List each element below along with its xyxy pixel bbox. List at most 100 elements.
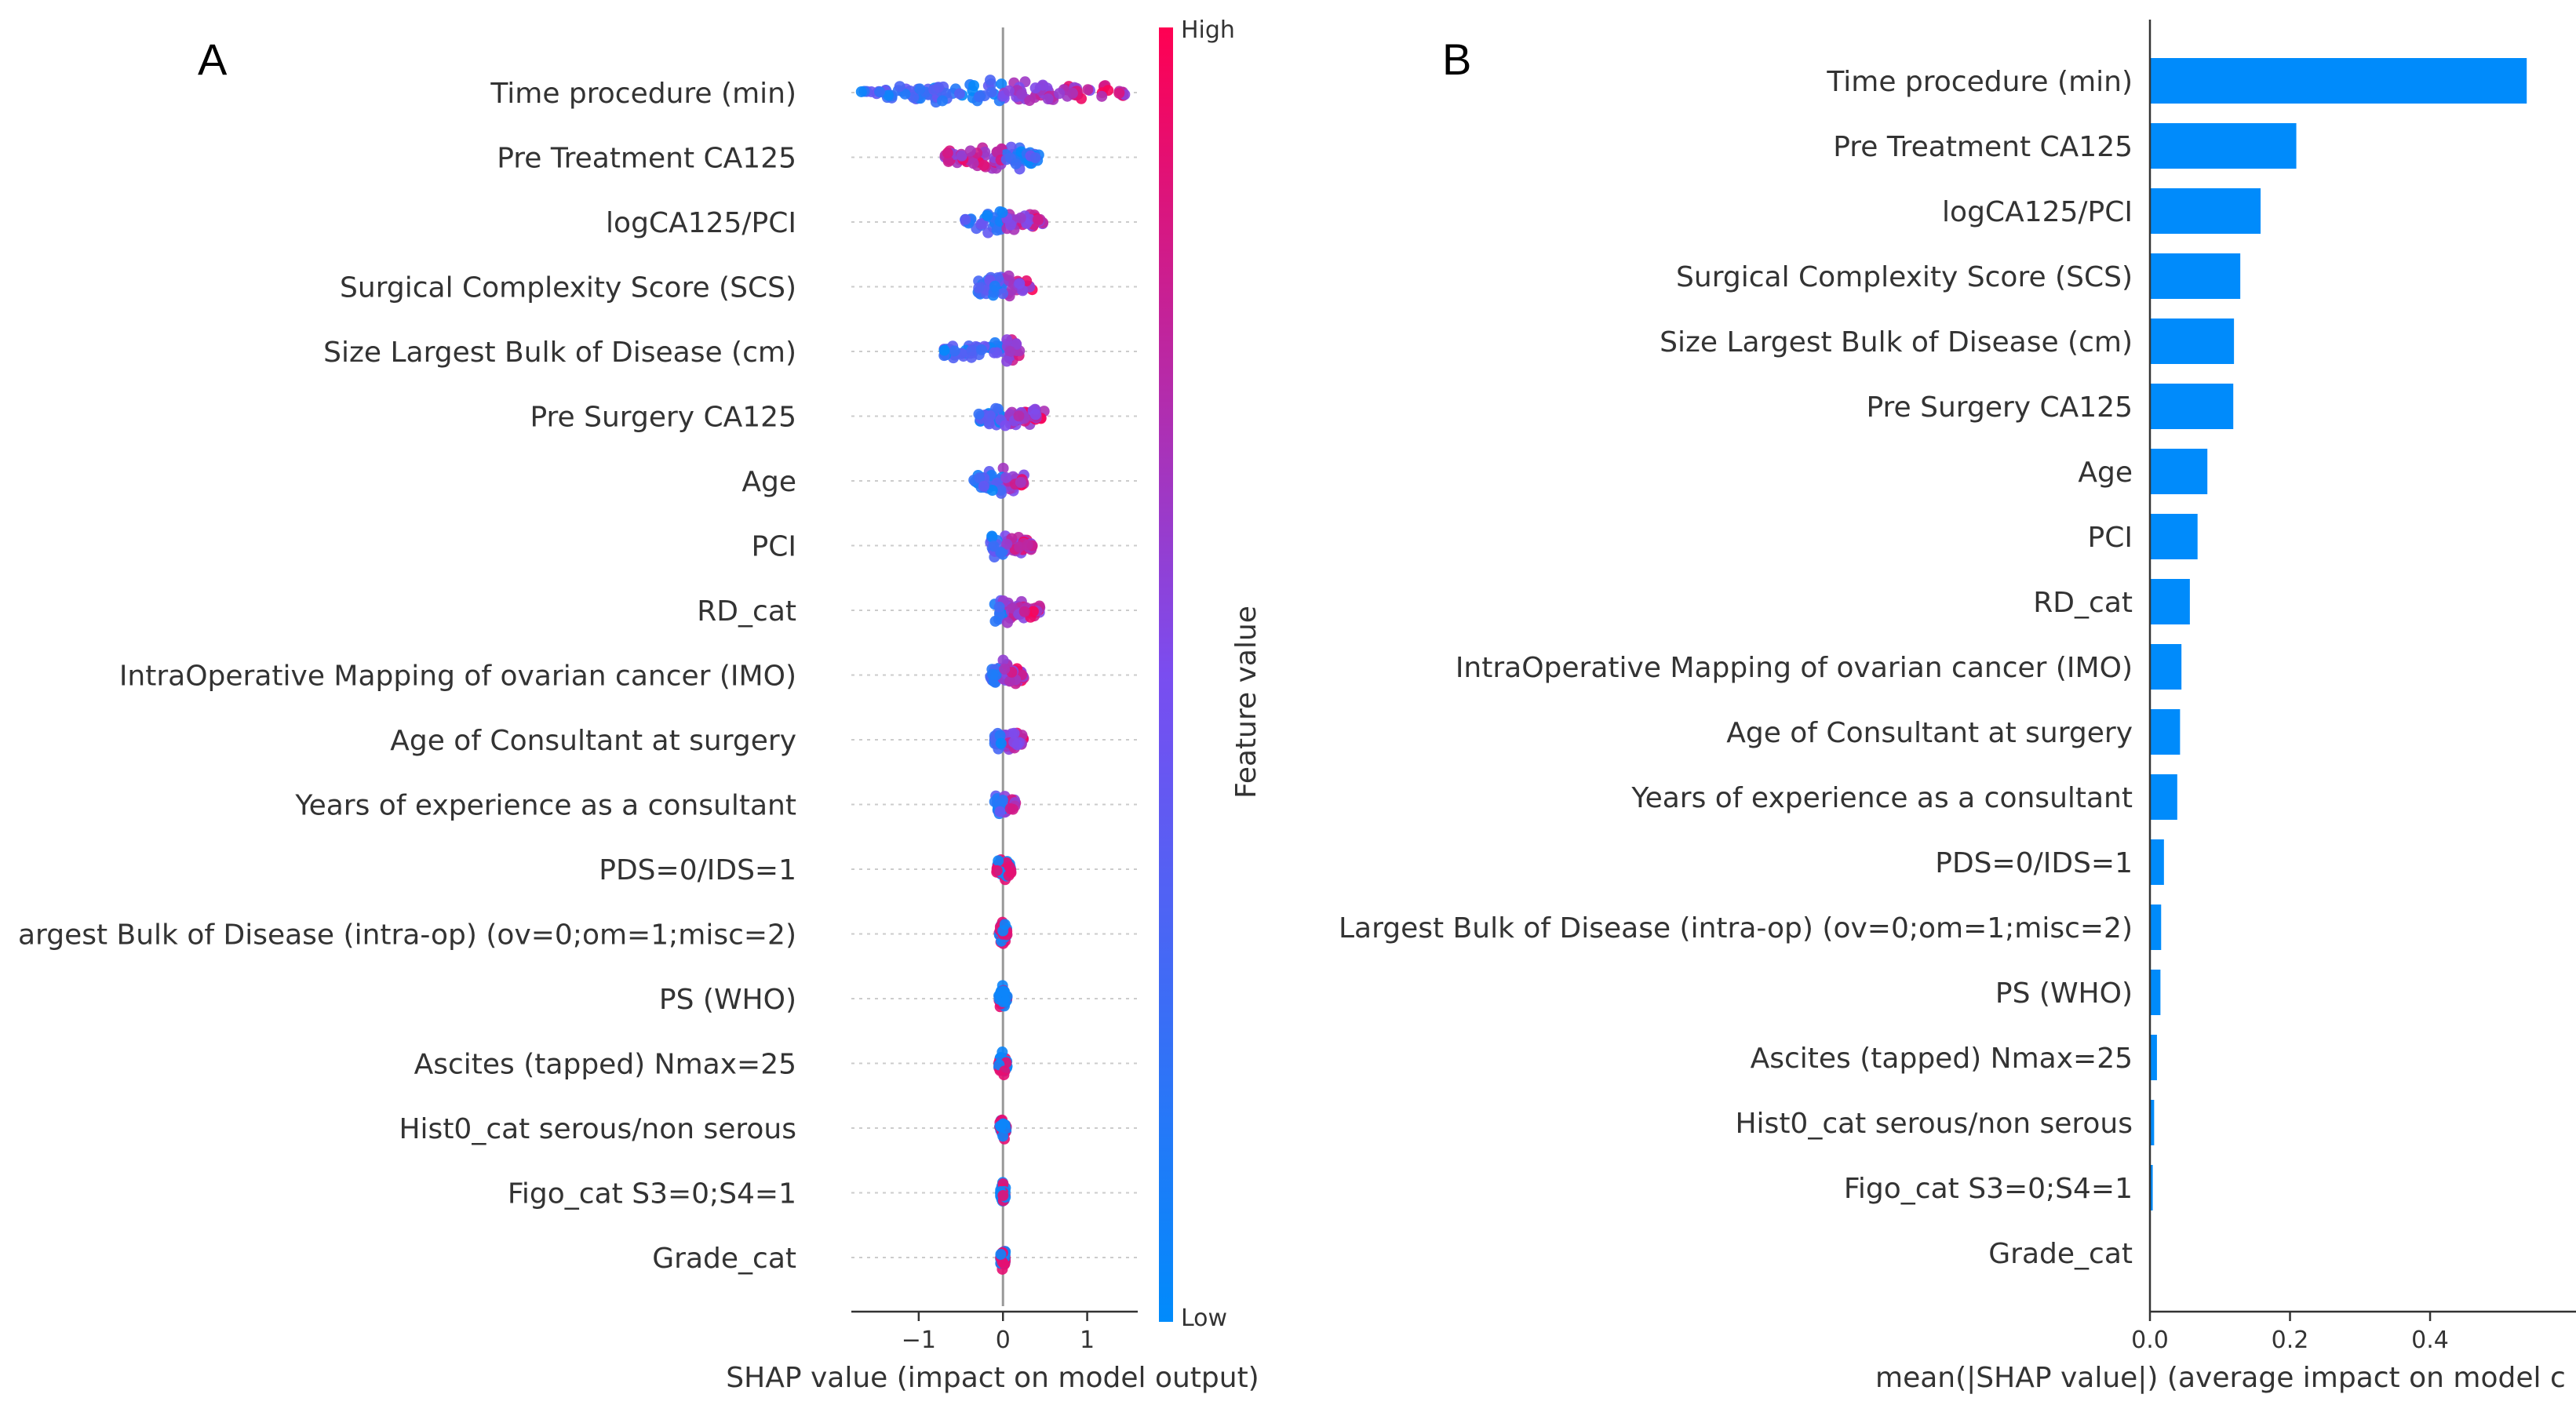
panel-a-dot <box>942 147 953 158</box>
panel-b-label-size-largest-bulk-of-disease-cm: Size Largest Bulk of Disease (cm) <box>1660 326 2133 359</box>
panel-b-bar-size-largest-bulk-of-disease-cm <box>2150 318 2235 364</box>
panel-a-dot <box>938 344 950 356</box>
panel-b-label-grade-cat: Grade_cat <box>1988 1238 2133 1270</box>
panel-a-dot <box>999 986 1011 998</box>
panel-a-dot <box>1004 346 1016 358</box>
panel-a-dot <box>999 919 1011 930</box>
panel-a-dot <box>997 1130 1009 1142</box>
panel-a-label-figo-cat-s3-0-s4-1: Figo_cat S3=0;S4=1 <box>508 1178 796 1210</box>
panel-a-dot <box>983 418 995 430</box>
panel-b-bar-surgical-complexity-score-scs <box>2150 253 2241 299</box>
panel-b-label-rd-cat: RD_cat <box>2033 587 2133 619</box>
panel-a-letter: A <box>198 35 228 84</box>
panel-b-label-pre-surgery-ca125: Pre Surgery CA125 <box>1866 391 2133 424</box>
panel-b-label-pds-0-ids-1: PDS=0/IDS=1 <box>1935 847 2133 879</box>
panel-a-dot <box>989 280 1000 292</box>
colorbar-high-label: High <box>1181 16 1235 44</box>
panel-a-dot <box>994 806 1006 817</box>
panel-a-dot <box>1004 219 1016 231</box>
panel-a-dot <box>1096 90 1108 102</box>
panel-a-dot <box>1024 95 1036 107</box>
panel-b-bar-intraoperative-mapping-of-ovarian-cancer-imo <box>2150 644 2182 690</box>
panel-a-dot <box>984 75 996 86</box>
panel-b-label-largest-bulk-of-disease-intra-op-ov-0-om-1-misc-2: Largest Bulk of Disease (intra-op) (ov=0… <box>1339 912 2133 945</box>
panel-a-dot <box>995 547 1007 559</box>
panel-a-dot <box>997 288 1009 300</box>
panel-b-bar-pci <box>2150 514 2198 559</box>
panel-b-tick-label: 0.4 <box>2411 1327 2449 1354</box>
panel-b-x-axis-title: mean(|SHAP value|) (average impact on mo… <box>1875 1362 2566 1394</box>
panel-a-dot <box>1113 87 1125 99</box>
panel-a-dot <box>997 795 1009 806</box>
panel-a-dot <box>973 91 985 103</box>
panel-a-dot <box>973 282 985 294</box>
panel-b-label-intraoperative-mapping-of-ovarian-cancer-imo: IntraOperative Mapping of ovarian cancer… <box>1456 652 2133 684</box>
panel-a-label-hist0-cat-serous-non-serous: Hist0_cat serous/non serous <box>399 1113 796 1145</box>
panel-a-dot <box>1000 471 1012 483</box>
panel-b-bar-pre-treatment-ca125 <box>2150 123 2297 169</box>
panel-a-dot <box>995 1248 1007 1260</box>
panel-b-label-hist0-cat-serous-non-serous: Hist0_cat serous/non serous <box>1735 1108 2133 1140</box>
panel-a-dot <box>956 150 967 162</box>
panel-a-dot <box>954 88 966 100</box>
panel-a-dot <box>1001 617 1013 628</box>
panel-a-dot <box>1001 355 1013 367</box>
panel-a-label-age: Age <box>741 466 796 498</box>
panel-a-dot <box>1018 606 1030 617</box>
panel-a-dot <box>949 345 960 357</box>
colorbar-low-label: Low <box>1181 1305 1227 1332</box>
panel-a-dot <box>1007 803 1019 815</box>
panel-b-label-ps-who: PS (WHO) <box>1995 977 2133 1010</box>
panel-a-dot <box>1003 270 1015 282</box>
panel-a-dot <box>975 218 987 230</box>
panel-a-dot <box>991 224 1003 236</box>
panel-a-dots <box>855 75 1131 1275</box>
panel-a-dot <box>1005 867 1017 879</box>
panel-a-dot <box>986 86 997 98</box>
panel-a-dot <box>986 485 998 497</box>
panel-a-dot <box>1032 213 1044 225</box>
panel-a-dot <box>996 1119 1007 1131</box>
panel-a-dot <box>942 155 954 167</box>
panel-a-feature-labels: Time procedure (min) Pre Treatment CA125 l… <box>18 78 796 1275</box>
panel-a-dot <box>973 408 985 420</box>
panel-b-bar-pre-surgery-ca125 <box>2150 384 2234 429</box>
panel-a-label-pci: PCI <box>752 531 796 563</box>
panel-a-dot <box>1008 727 1020 739</box>
panel-a-dot <box>1003 85 1015 96</box>
panel-b-bar-hist0-cat-serous-non-serous <box>2150 1100 2155 1145</box>
panel-a-label-ascites-tapped-nmax-25: Ascites (tapped) Nmax=25 <box>414 1049 796 1081</box>
panel-a-dot <box>966 344 978 356</box>
panel-b-bar-rd-cat <box>2150 579 2190 624</box>
panel-a-dot <box>894 81 905 93</box>
panel-a-label-argest-bulk-of-disease-intra-op-ov-0-om-1-misc-2: argest Bulk of Disease (intra-op) (ov=0;… <box>18 919 796 952</box>
panel-b-bar-age <box>2150 449 2208 494</box>
panel-b-bar-time-procedure-min <box>2150 58 2527 104</box>
panel-a-dot <box>982 227 994 238</box>
panel-a-dot <box>1011 338 1022 350</box>
panel-b-bar-ps-who <box>2150 970 2161 1015</box>
panel-b-label-figo-cat-s3-0-s4-1: Figo_cat S3=0;S4=1 <box>1844 1173 2133 1205</box>
panel-a-dot <box>967 158 979 169</box>
panel-a-dot <box>997 206 1008 218</box>
panel-a-dot <box>988 541 1000 552</box>
panel-b-label-logca125-pci: logCA125/PCI <box>1942 196 2133 228</box>
panel-a-label-grade-cat: Grade_cat <box>652 1243 796 1275</box>
panel-a-dot <box>978 480 989 492</box>
panel-a-label-intraoperative-mapping-of-ovarian-cancer-imo: IntraOperative Mapping of ovarian cancer… <box>119 661 796 693</box>
panel-a-dot <box>1029 409 1041 420</box>
panel-b-bar-age-of-consultant-at-surgery <box>2150 709 2181 755</box>
panel-a-dot <box>1004 675 1016 687</box>
panel-a-dot <box>974 472 986 484</box>
panel-a-label-rd-cat: RD_cat <box>697 595 796 628</box>
panel-a-label-logca125-pci: logCA125/PCI <box>606 207 796 239</box>
panel-b-bar-ascites-tapped-nmax-25 <box>2150 1035 2157 1080</box>
panel-a-dot <box>1029 152 1041 164</box>
panel-b-label-pci: PCI <box>2088 522 2133 554</box>
panel-a-dot <box>1027 606 1039 617</box>
panel-b-label-ascites-tapped-nmax-25: Ascites (tapped) Nmax=25 <box>1751 1043 2133 1075</box>
panel-a-dot <box>991 864 1003 876</box>
panel-a-dot <box>984 410 996 422</box>
panel-a-dot <box>908 92 920 104</box>
